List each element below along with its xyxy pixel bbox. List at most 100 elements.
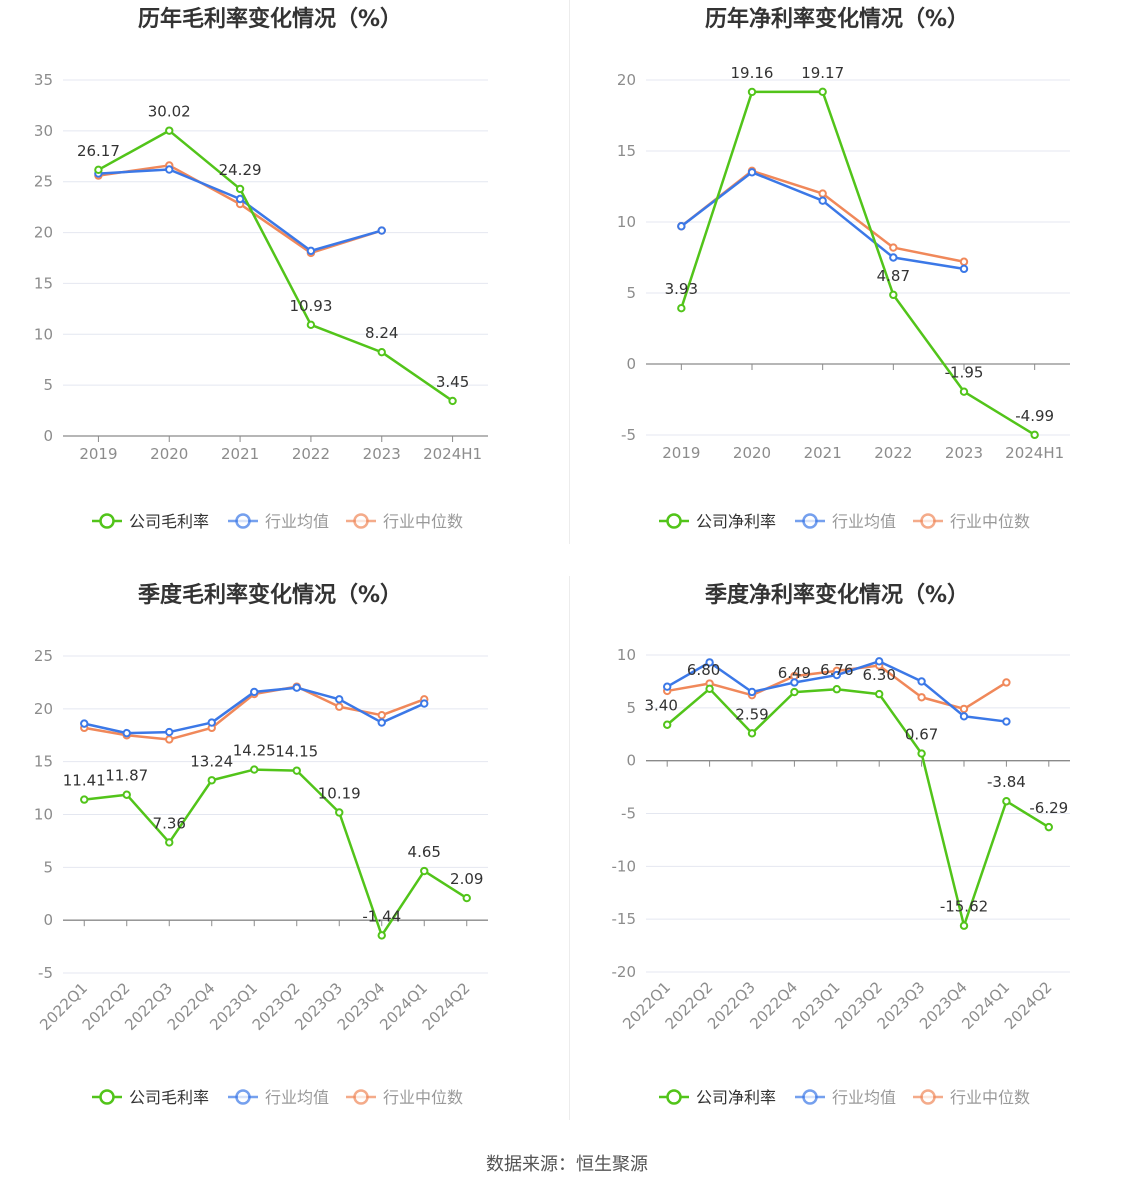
legend-marker [802, 513, 818, 529]
data-point [420, 866, 429, 876]
data-point [377, 718, 386, 727]
data-point [790, 687, 799, 697]
y-tick-label: 35 [34, 71, 53, 89]
data-label: -1.44 [362, 907, 401, 925]
data-point [335, 808, 344, 817]
data-point [292, 766, 301, 775]
legend-label: 行业中位数 [950, 1088, 1030, 1107]
data-point [80, 719, 89, 728]
data-point [165, 838, 174, 847]
data-point [832, 685, 841, 694]
data-point [677, 222, 686, 231]
data-point [235, 194, 245, 204]
data-point [165, 126, 174, 135]
legend-item[interactable]: 行业均值 [795, 1088, 896, 1107]
data-point [747, 168, 757, 177]
data-point [832, 670, 841, 680]
legend-item[interactable]: 公司毛利率 [92, 512, 209, 531]
data-point [1044, 822, 1053, 832]
x-tick-label: 2024Q2 [1001, 978, 1056, 1033]
x-tick-label: 2024H1 [1005, 444, 1064, 462]
legend-label: 行业中位数 [383, 1088, 463, 1107]
legend-item[interactable]: 公司净利率 [659, 512, 776, 531]
data-point [165, 735, 174, 744]
legend-item[interactable]: 行业中位数 [913, 512, 1030, 531]
legend-item[interactable]: 行业均值 [228, 1088, 329, 1107]
data-point [959, 921, 969, 930]
data-point [207, 776, 216, 785]
data-point [335, 702, 344, 711]
data-label: 19.16 [731, 64, 774, 82]
data-point [448, 396, 457, 406]
y-tick-label: 5 [43, 858, 53, 876]
data-point [94, 165, 103, 175]
series-line [84, 768, 468, 937]
data-point [818, 189, 827, 198]
vertical-divider-bottom [569, 576, 570, 1120]
legend-item[interactable]: 行业均值 [795, 512, 896, 531]
chart-quarterly-net-margin: 季度净利率变化情况（%）-20-15-10-505102022Q12022Q22… [612, 582, 1070, 1107]
y-tick-label: -5 [621, 426, 636, 444]
legend-item[interactable]: 行业中位数 [913, 1088, 1030, 1107]
data-label: 4.65 [408, 843, 441, 861]
y-tick-label: 25 [34, 173, 53, 191]
data-point [705, 684, 714, 694]
legend-item[interactable]: 行业中位数 [346, 512, 463, 531]
legend-label: 行业中位数 [950, 512, 1030, 531]
data-point [959, 387, 969, 396]
x-tick-label: 2021 [804, 444, 842, 462]
y-tick-label: 10 [34, 806, 53, 824]
legend-item[interactable]: 行业中位数 [346, 1088, 463, 1107]
data-label: 19.17 [801, 64, 844, 82]
data-point [663, 682, 672, 691]
legend-marker [353, 513, 369, 529]
data-point [250, 687, 259, 697]
data-label: -15.62 [940, 898, 988, 916]
data-label: 8.24 [365, 324, 398, 342]
series-line [680, 169, 965, 263]
legend-marker [666, 1089, 682, 1105]
data-label: -1.95 [945, 364, 984, 382]
data-point [420, 699, 429, 708]
data-point [122, 728, 131, 738]
data-point [917, 693, 926, 702]
data-point [306, 246, 316, 256]
legend-item[interactable]: 公司毛利率 [92, 1088, 209, 1107]
data-point [335, 695, 344, 704]
data-point [250, 765, 259, 774]
legend-label: 行业均值 [832, 1088, 896, 1107]
data-point [889, 290, 898, 300]
legend-item[interactable]: 行业均值 [228, 512, 329, 531]
legend-marker [802, 1089, 818, 1105]
series-line [680, 90, 1036, 436]
legend-item[interactable]: 公司净利率 [659, 1088, 776, 1107]
data-point [165, 727, 174, 737]
data-label: -6.29 [1029, 799, 1068, 817]
y-tick-label: 0 [626, 355, 636, 373]
legend-label: 公司净利率 [696, 1088, 776, 1107]
data-label: 7.36 [153, 814, 186, 832]
data-point [235, 184, 245, 194]
data-point [959, 704, 969, 714]
x-tick-label: 2022 [874, 444, 912, 462]
data-point [959, 264, 969, 274]
legend-label: 公司毛利率 [129, 1088, 209, 1107]
data-label: 24.29 [219, 161, 262, 179]
data-label: -3.84 [987, 773, 1026, 791]
chart-title: 季度毛利率变化情况（%） [138, 582, 402, 608]
data-point [1002, 717, 1011, 726]
data-point [462, 893, 471, 903]
data-label: 6.80 [687, 661, 720, 679]
series-line [97, 129, 454, 402]
data-label: 3.40 [644, 697, 677, 715]
data-label: 6.30 [862, 666, 895, 684]
data-point [875, 689, 884, 699]
legend-marker [235, 1089, 251, 1105]
legend-label: 行业均值 [832, 512, 896, 531]
legend-label: 公司毛利率 [129, 512, 209, 531]
chart-title: 历年净利率变化情况（%） [705, 6, 969, 32]
chart-annual-gross-margin: 历年毛利率变化情况（%） 0 5 10 15 20 25 30 35 2019 2020 2021 20… [34, 6, 488, 531]
data-point [747, 687, 757, 697]
chart-annual-net-margin: 历年净利率变化情况（%） -5 0 5 10 15 20 2019 2020 2021 2022 20… [617, 6, 1070, 531]
data-point [165, 165, 174, 174]
